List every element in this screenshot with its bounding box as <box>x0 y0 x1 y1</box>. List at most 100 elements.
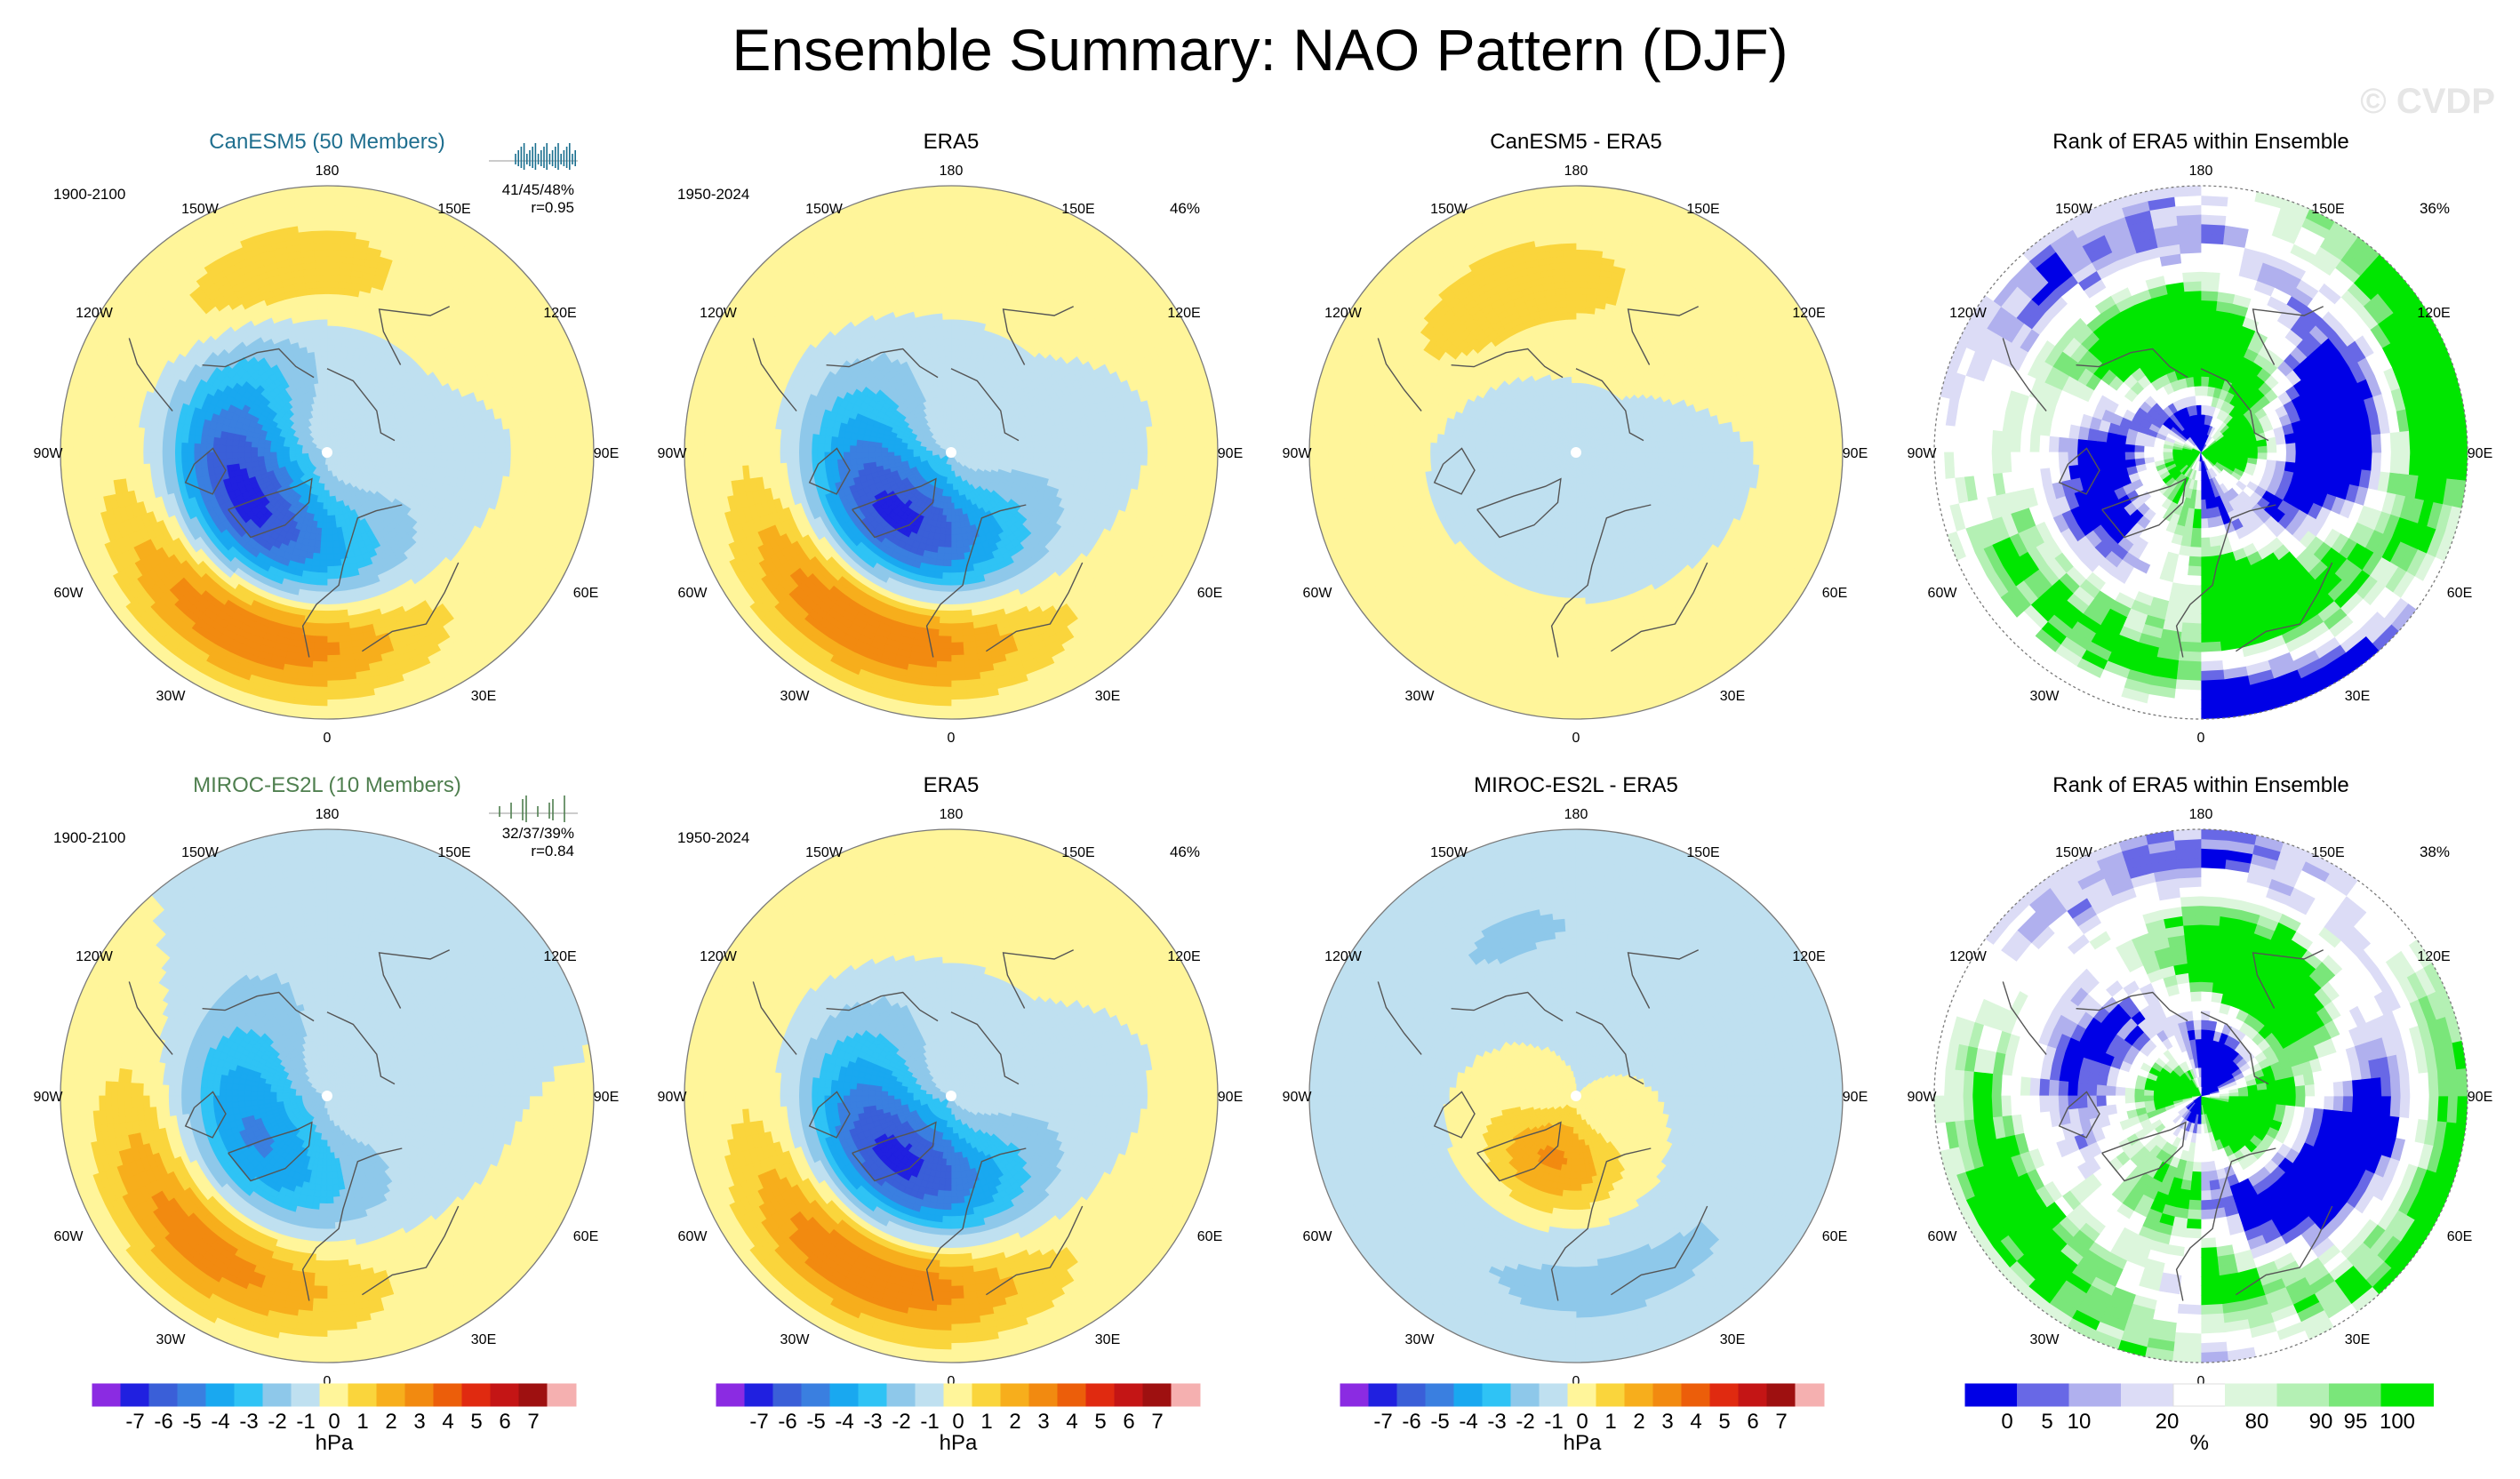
field-cell <box>523 452 531 467</box>
member-inset-strip <box>489 143 578 170</box>
field-cell <box>326 534 333 542</box>
field-cell <box>331 376 338 384</box>
field-cell <box>498 440 506 453</box>
period-label: 1900-2100 <box>53 186 125 203</box>
field-cell <box>580 435 588 453</box>
field-cell <box>219 444 227 453</box>
field-cell <box>982 452 990 456</box>
field-cell <box>326 382 332 390</box>
field-cell <box>893 448 901 453</box>
field-cell <box>453 452 461 462</box>
field-cell <box>567 452 575 469</box>
field-cell <box>326 300 338 308</box>
field-cell <box>257 443 265 449</box>
field-cell <box>319 559 328 567</box>
field-cell <box>427 459 436 468</box>
field-cell <box>428 452 436 460</box>
field-cell <box>403 452 411 459</box>
field-cell <box>326 705 345 714</box>
lon-label-90w: 90W <box>34 446 64 461</box>
field-cell <box>309 699 328 708</box>
field-cell <box>326 293 339 301</box>
field-cell <box>310 686 328 694</box>
field-cell <box>324 470 328 478</box>
field-cell <box>321 528 328 536</box>
field-cell <box>130 439 138 453</box>
field-cell <box>326 286 339 295</box>
field-cell <box>333 344 342 353</box>
field-cell <box>79 452 87 469</box>
field-cell <box>161 441 170 453</box>
field-cell <box>212 459 221 468</box>
field-cell <box>316 591 328 599</box>
field-cell <box>85 436 93 453</box>
field-cell <box>311 338 321 347</box>
field-cell <box>326 217 343 225</box>
field-cell <box>321 363 328 371</box>
field-cell <box>244 452 252 459</box>
field-cell <box>312 344 321 353</box>
pattern-correlation: r=0.95 <box>531 199 574 216</box>
field-cell <box>231 452 239 460</box>
lon-label-120e: 120E <box>543 306 576 321</box>
field-cell <box>315 268 328 276</box>
field-cell <box>237 446 245 453</box>
field-cell <box>174 442 182 453</box>
field-cell <box>326 648 341 656</box>
field-cell <box>535 437 544 453</box>
field-cell <box>310 565 321 573</box>
field-cell <box>389 452 397 458</box>
field-cell <box>310 211 328 219</box>
field-cell <box>434 452 442 460</box>
field-cell <box>402 457 411 464</box>
field-cell <box>326 344 335 352</box>
field-cell <box>326 350 334 358</box>
field-cell <box>250 452 259 459</box>
field-cell <box>313 350 322 359</box>
field-cell <box>309 197 328 206</box>
field-cell <box>326 540 334 548</box>
field-cell <box>317 318 328 326</box>
field-cell <box>316 527 323 536</box>
field-cell <box>225 438 234 447</box>
field-cell <box>314 255 328 263</box>
field-cell <box>257 447 265 453</box>
field-cell <box>124 438 132 453</box>
field-cell <box>326 711 346 719</box>
field-cell <box>316 300 328 308</box>
field-cell <box>312 660 328 669</box>
field-cell <box>308 711 328 719</box>
lon-label-30w: 30W <box>156 689 187 704</box>
field-cell <box>180 452 188 463</box>
field-cell <box>326 667 342 676</box>
field-cell <box>326 629 340 637</box>
field-cell <box>949 458 952 466</box>
lon-label-30e: 30E <box>471 689 496 704</box>
lon-label-0: 0 <box>324 731 332 746</box>
field-cell <box>72 452 81 470</box>
field-cell <box>491 440 500 453</box>
field-cell <box>326 268 340 276</box>
field-cell <box>244 446 252 453</box>
field-cell <box>313 654 328 663</box>
field-cell <box>331 382 337 390</box>
field-cell <box>142 440 150 453</box>
field-cell <box>358 452 366 456</box>
lon-label-60w: 60W <box>54 586 84 601</box>
field-cell <box>311 217 328 225</box>
field-cell <box>326 692 344 700</box>
field-cell <box>314 261 328 269</box>
field-cell <box>948 484 952 492</box>
field-cell <box>333 332 344 340</box>
field-cell <box>321 521 328 530</box>
field-cell <box>326 559 335 567</box>
field-cell <box>323 502 328 510</box>
field-cell <box>79 436 87 453</box>
field-cell <box>251 442 259 449</box>
field-cell <box>460 443 468 453</box>
field-cell <box>72 435 81 453</box>
field-cell <box>317 312 328 320</box>
field-cell <box>326 623 340 631</box>
field-cell <box>104 437 113 453</box>
